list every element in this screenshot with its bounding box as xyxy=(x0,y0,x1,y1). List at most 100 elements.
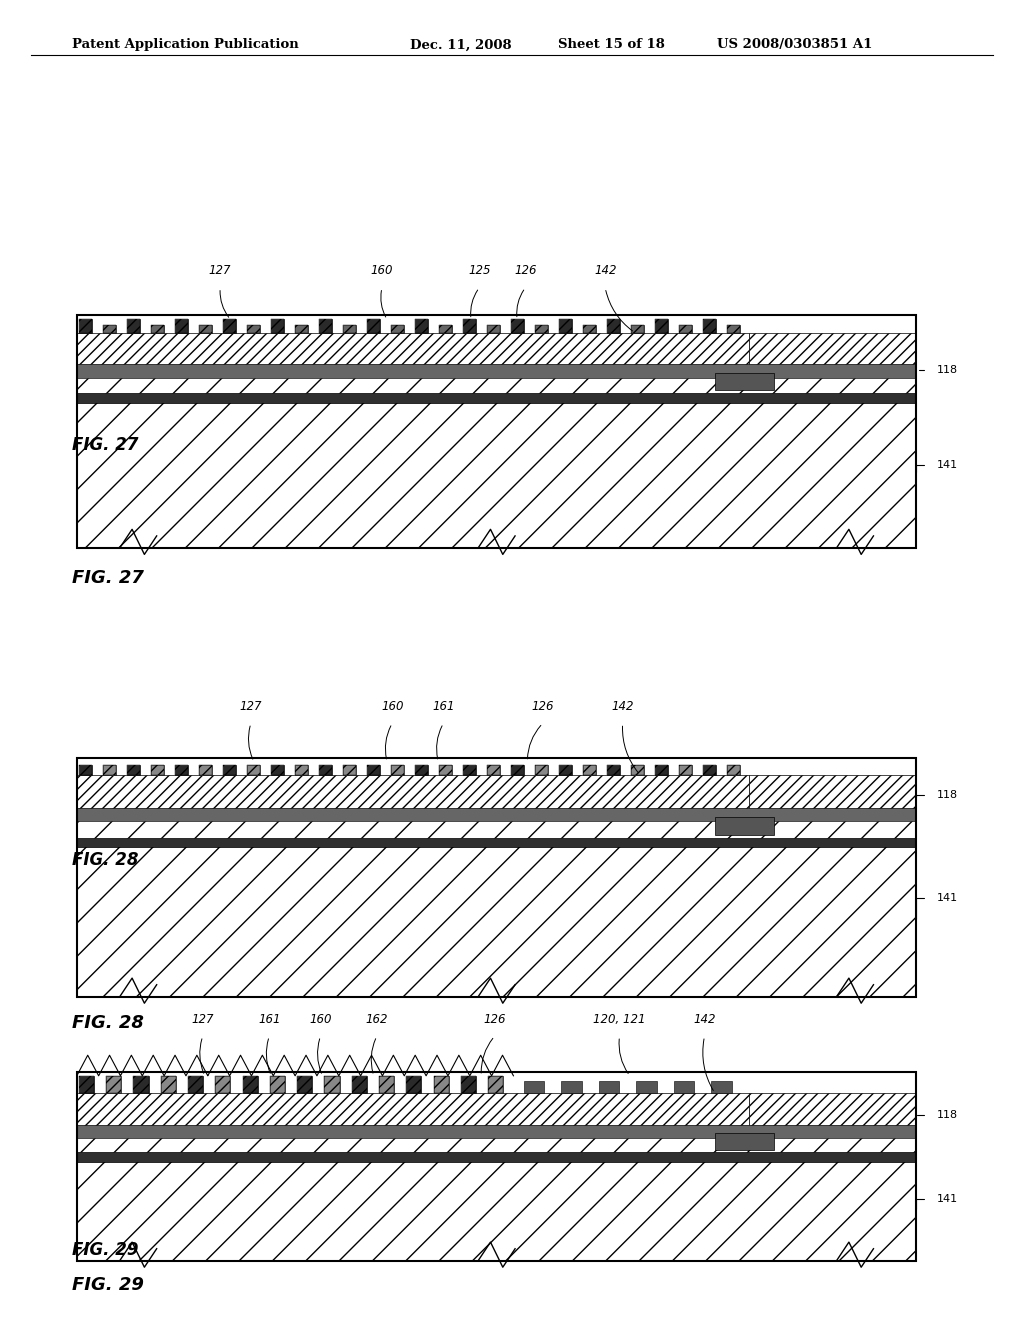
Bar xyxy=(391,325,404,333)
Bar xyxy=(379,1076,394,1093)
Text: 160: 160 xyxy=(309,1012,332,1026)
Bar xyxy=(325,1076,340,1093)
Bar xyxy=(559,319,572,333)
Bar xyxy=(679,766,692,775)
Bar xyxy=(79,1076,94,1093)
Bar xyxy=(702,319,716,333)
Bar xyxy=(749,1093,916,1125)
Bar xyxy=(391,325,404,333)
Bar xyxy=(727,766,740,775)
Text: FIG. 27: FIG. 27 xyxy=(72,436,138,454)
Text: 160: 160 xyxy=(371,264,393,277)
Bar xyxy=(606,766,620,775)
Bar xyxy=(583,325,596,333)
Bar xyxy=(486,766,500,775)
Bar xyxy=(433,1076,449,1093)
Bar xyxy=(352,1076,367,1093)
Bar xyxy=(223,319,237,333)
Bar xyxy=(559,766,572,775)
Bar xyxy=(127,319,140,333)
Bar xyxy=(270,766,284,775)
Bar xyxy=(391,766,404,775)
Bar xyxy=(654,319,668,333)
Text: 160: 160 xyxy=(381,700,403,713)
Text: 142: 142 xyxy=(594,264,616,277)
Text: 120, 121: 120, 121 xyxy=(593,1012,646,1026)
Bar xyxy=(679,325,692,333)
Bar xyxy=(77,821,916,838)
Text: 162: 162 xyxy=(366,1012,388,1026)
Bar xyxy=(77,403,916,548)
Bar xyxy=(674,1081,694,1093)
Bar xyxy=(270,1076,285,1093)
Bar xyxy=(295,766,308,775)
Bar xyxy=(79,319,92,333)
Text: US 2008/0303851 A1: US 2008/0303851 A1 xyxy=(717,38,872,51)
Bar xyxy=(77,1093,749,1125)
Bar xyxy=(488,1076,504,1093)
Bar xyxy=(133,1076,148,1093)
Bar xyxy=(215,1076,230,1093)
Bar xyxy=(654,766,668,775)
Bar xyxy=(343,325,356,333)
Bar xyxy=(270,319,284,333)
Bar xyxy=(102,766,116,775)
Bar xyxy=(599,1081,620,1093)
Text: 141: 141 xyxy=(937,459,958,470)
Text: FIG. 29: FIG. 29 xyxy=(72,1241,138,1259)
Text: 127: 127 xyxy=(209,264,231,277)
Bar xyxy=(727,325,740,333)
Bar xyxy=(127,766,140,775)
Bar xyxy=(631,766,644,775)
Bar xyxy=(559,319,572,333)
Bar xyxy=(102,325,116,333)
Bar xyxy=(407,1076,422,1093)
Bar xyxy=(295,325,308,333)
Bar xyxy=(199,325,212,333)
Text: 126: 126 xyxy=(514,264,537,277)
Bar xyxy=(102,325,116,333)
Bar xyxy=(270,319,284,333)
Bar xyxy=(77,808,916,821)
Bar xyxy=(77,333,749,364)
Text: 127: 127 xyxy=(240,700,262,713)
Text: FIG. 28: FIG. 28 xyxy=(72,851,138,870)
Bar xyxy=(535,325,548,333)
Bar xyxy=(77,775,749,808)
Bar xyxy=(127,766,140,775)
Bar xyxy=(102,766,116,775)
Bar xyxy=(247,766,260,775)
Bar xyxy=(77,847,916,997)
Bar xyxy=(318,319,332,333)
Bar xyxy=(77,838,916,847)
Bar xyxy=(79,319,92,333)
Bar xyxy=(161,1076,176,1093)
Bar xyxy=(106,1076,121,1093)
Bar xyxy=(188,1076,203,1093)
Bar xyxy=(133,1076,148,1093)
Bar xyxy=(606,319,620,333)
Bar xyxy=(367,319,380,333)
Bar xyxy=(247,325,260,333)
Bar xyxy=(463,319,476,333)
Bar xyxy=(486,325,500,333)
Bar xyxy=(391,766,404,775)
Bar xyxy=(343,766,356,775)
Bar xyxy=(636,1081,657,1093)
Text: Dec. 11, 2008: Dec. 11, 2008 xyxy=(410,38,511,51)
Bar xyxy=(318,766,332,775)
Bar xyxy=(77,315,916,548)
Bar xyxy=(247,325,260,333)
Bar xyxy=(438,325,452,333)
Bar xyxy=(711,1081,732,1093)
Bar xyxy=(79,766,92,775)
Bar xyxy=(486,766,500,775)
Bar xyxy=(77,378,916,393)
Bar xyxy=(343,766,356,775)
Bar xyxy=(702,319,716,333)
Bar xyxy=(325,1076,340,1093)
Bar xyxy=(77,1162,916,1261)
Bar xyxy=(223,766,237,775)
Bar xyxy=(583,766,596,775)
Bar xyxy=(175,319,188,333)
